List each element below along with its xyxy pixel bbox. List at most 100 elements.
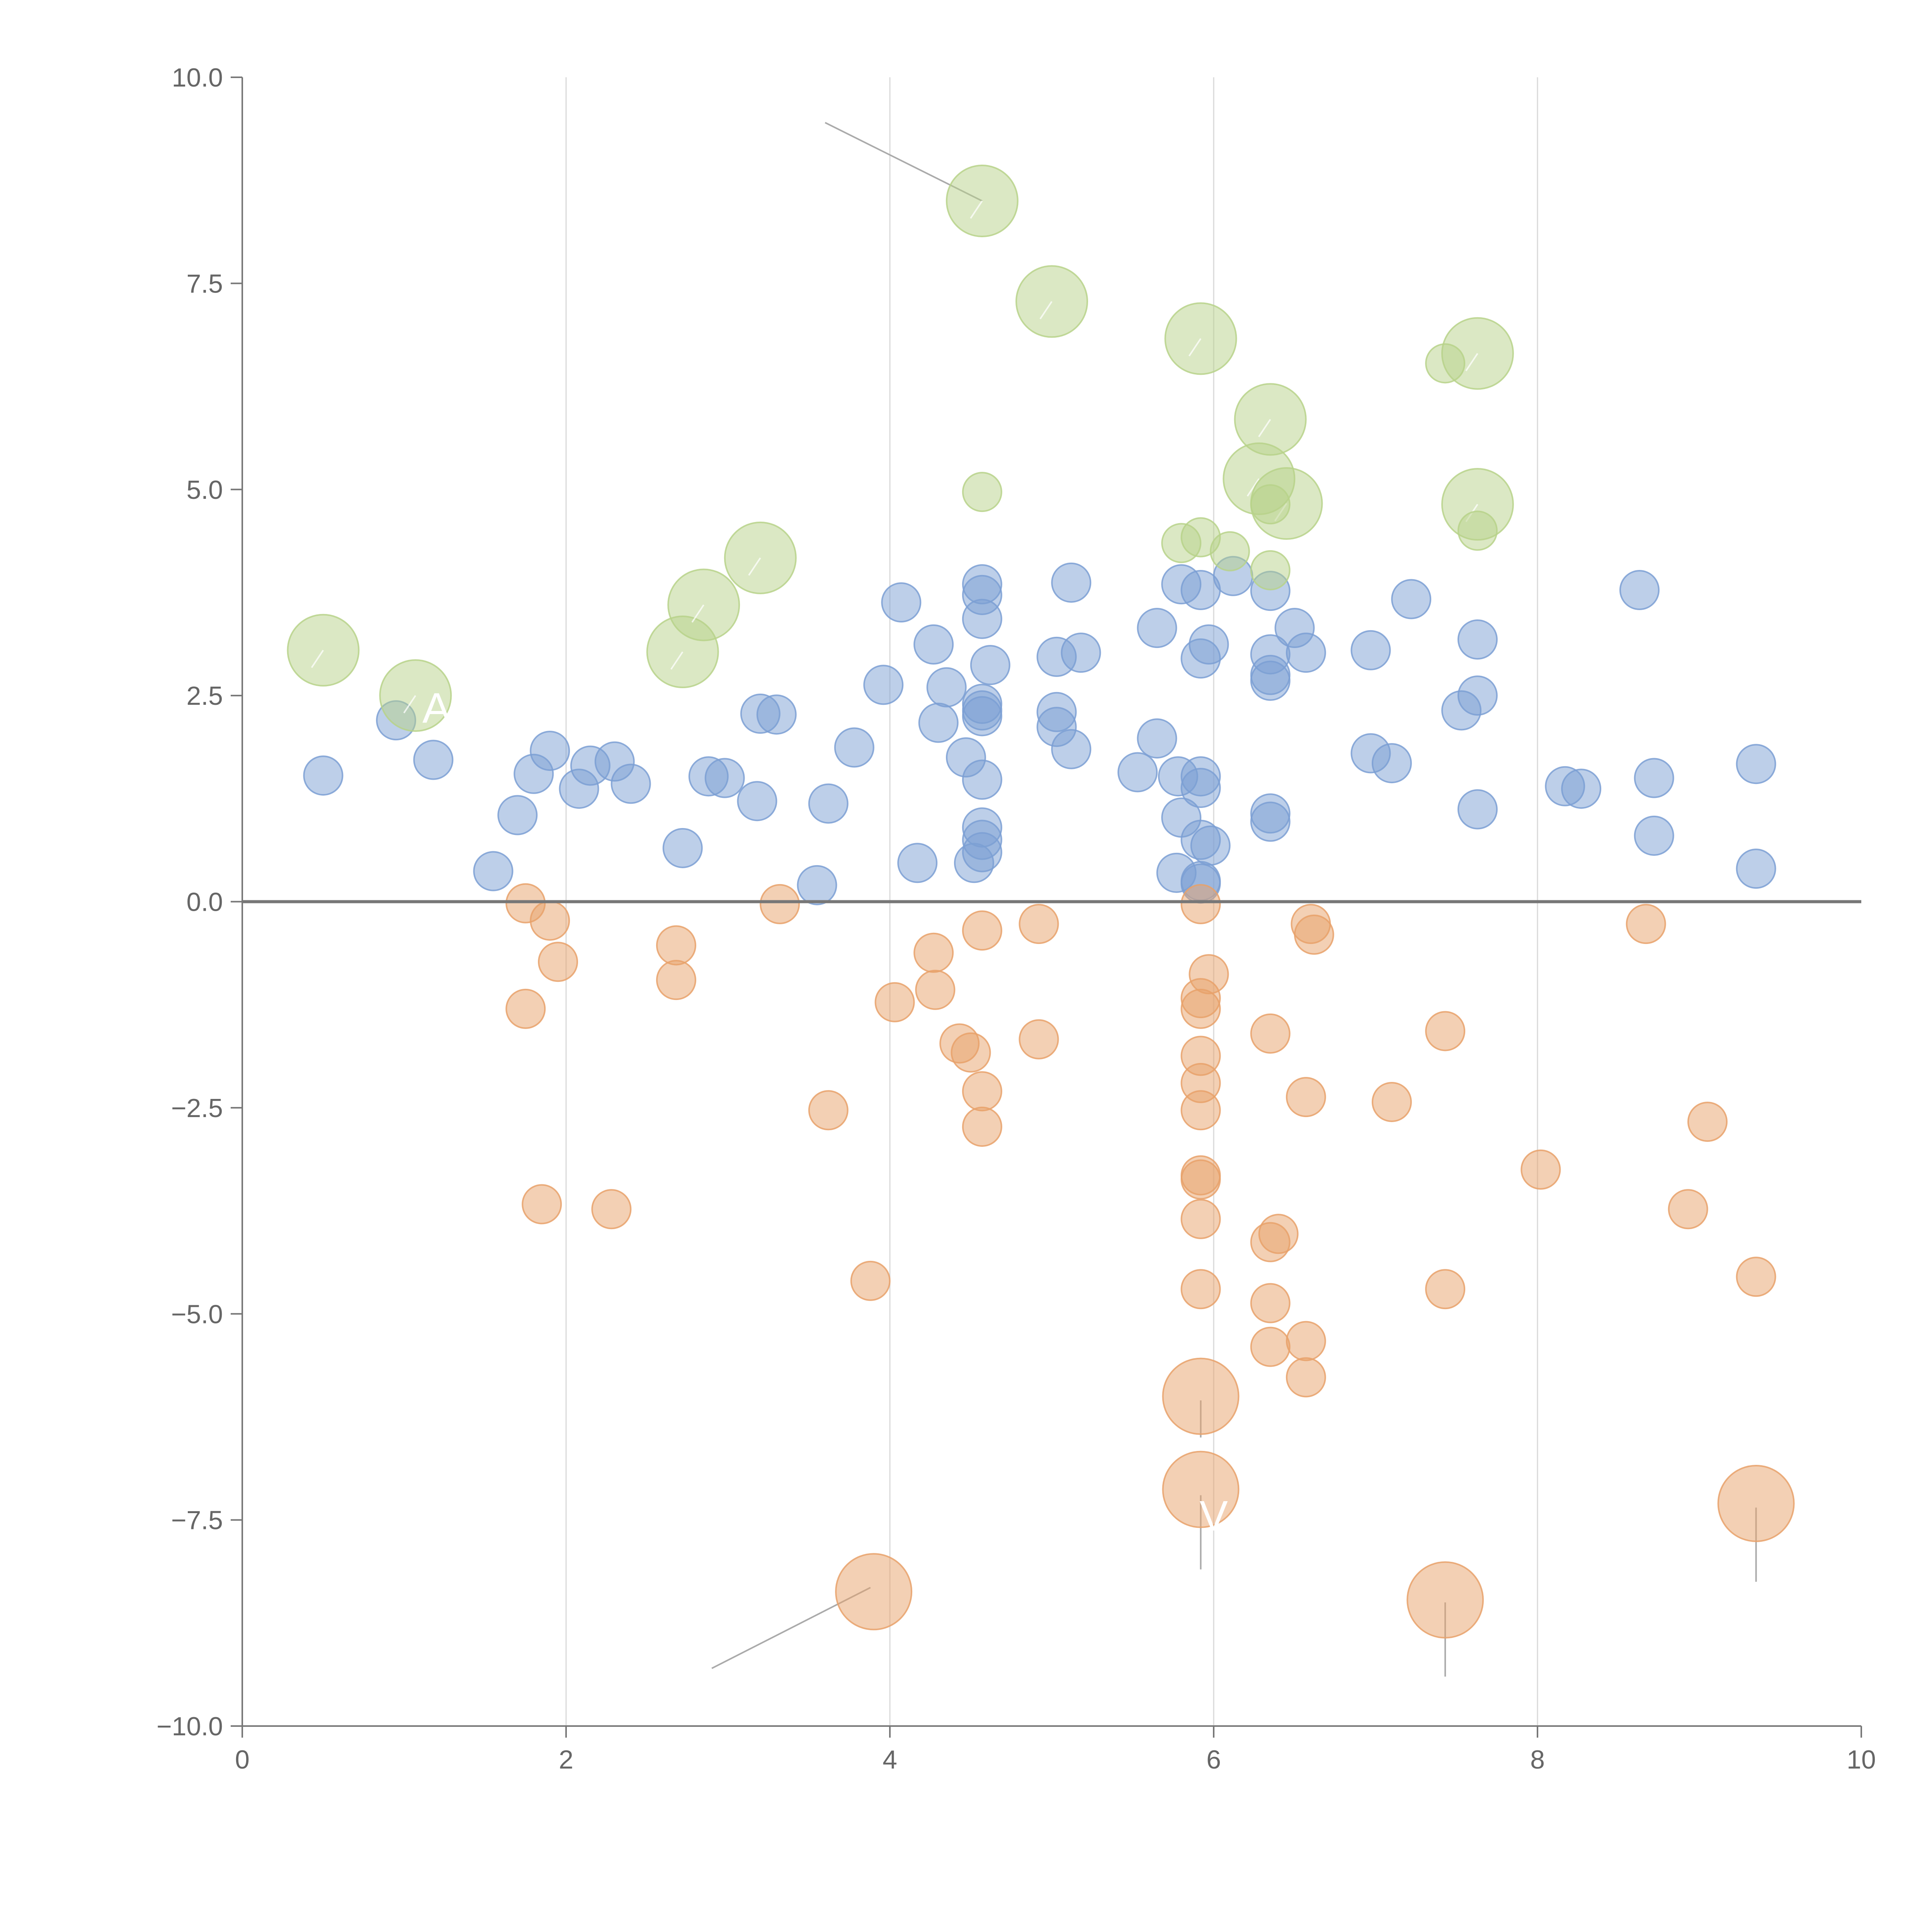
label-layer: 10.0 7.5 5.0 2.5 0.0 −2.5 −5.0 −7.5 −10.0 0 2 4 6 8 10… [156, 63, 1876, 1774]
data-point-positive [1189, 624, 1229, 665]
data-point-negative [1180, 1159, 1221, 1200]
data-point-negative [1180, 884, 1221, 924]
data-point-negative [1180, 988, 1221, 1029]
data-point-negative [962, 910, 1002, 951]
data-point-negative [1180, 1269, 1221, 1310]
data-point-large-negative [1406, 1561, 1484, 1639]
data-point-positive [497, 795, 538, 835]
y-tick-label: 5.0 [186, 475, 223, 505]
data-point-positive [808, 783, 849, 824]
data-point-large-negative [1162, 1357, 1240, 1435]
data-point-positive [662, 828, 703, 868]
data-point-negative [850, 1260, 891, 1301]
data-point-positive [962, 599, 1002, 639]
y-tick-label: 0.0 [186, 888, 223, 917]
data-point-positive [737, 781, 777, 821]
data-point-negative [522, 1184, 562, 1225]
data-point-large-negative [1717, 1464, 1795, 1542]
data-point-positive [1350, 630, 1391, 670]
data-point-negative [1286, 1321, 1326, 1361]
data-point-negative [874, 982, 915, 1022]
y-tick-label: −10.0 [156, 1712, 223, 1741]
data-point-positive [1457, 789, 1498, 830]
data-point-positive [926, 667, 967, 707]
y-tick-label: 7.5 [186, 269, 223, 298]
data-point-large-negative [835, 1553, 913, 1631]
data-point-positive [1457, 619, 1498, 660]
data-point-positive [756, 694, 797, 735]
data-point-positive [1117, 752, 1158, 793]
annotation-label: V [1199, 1492, 1228, 1540]
bubble-highlight [1258, 419, 1271, 437]
y-tick-label: 10.0 [172, 63, 223, 92]
data-point-positive [1634, 815, 1674, 856]
data-point-positive [962, 832, 1002, 872]
bubble-highlight [1247, 478, 1260, 497]
data-point-positive [1619, 570, 1660, 611]
data-point-negative [913, 932, 954, 973]
data-point-negative [808, 1090, 849, 1131]
data-point-positive [1137, 608, 1177, 648]
bubble-highlight [311, 650, 324, 668]
data-point-positive [1736, 849, 1776, 889]
data-point-positive [918, 702, 959, 743]
data-point-positive [1051, 729, 1092, 769]
data-point-positive [611, 764, 651, 804]
data-point-negative [538, 942, 578, 982]
data-point-positive [530, 731, 570, 771]
y-tick-label: −7.5 [171, 1506, 223, 1535]
x-tick-label: 8 [1530, 1745, 1545, 1774]
data-point-positive [473, 851, 514, 891]
data-point-negative [1520, 1149, 1561, 1190]
data-point-positive [1137, 718, 1177, 759]
data-point-large-positive [962, 472, 1002, 512]
leader-layer [711, 122, 1757, 1677]
data-point-positive [1286, 633, 1326, 673]
data-point-negative [591, 1189, 632, 1230]
data-point-positive [1061, 633, 1101, 673]
data-point-negative [1180, 1090, 1221, 1131]
bubble-highlight [691, 604, 704, 623]
data-point-negative [1250, 1013, 1291, 1054]
data-point-positive [1051, 562, 1092, 603]
data-point-negative [962, 1106, 1002, 1147]
data-point-large-positive [1209, 531, 1250, 571]
data-point-positive [834, 727, 874, 768]
data-point-positive [1371, 743, 1412, 784]
data-point-large-positive [1425, 343, 1466, 384]
y-tick-label: 2.5 [186, 681, 223, 711]
data-point-positive [1391, 579, 1432, 619]
data-point-positive [1250, 801, 1291, 842]
data-point-negative [962, 1071, 1002, 1112]
data-point-positive [704, 758, 745, 798]
data-point-positive [797, 865, 837, 905]
y-tick-label: −2.5 [171, 1094, 223, 1123]
data-point-negative [1668, 1189, 1708, 1230]
data-point-positive [1561, 769, 1602, 809]
bubble-highlight [403, 695, 416, 714]
x-tick-label: 4 [883, 1745, 897, 1774]
data-point-large-positive [1250, 550, 1291, 590]
data-point-negative [1180, 1199, 1221, 1239]
data-point-positive [970, 645, 1010, 685]
data-point-negative [1019, 1019, 1059, 1060]
data-point-positive [962, 696, 1002, 736]
data-point-negative [656, 960, 696, 1000]
data-point-negative [1019, 904, 1059, 944]
data-point-negative [1626, 904, 1666, 944]
x-tick-label: 0 [235, 1745, 250, 1774]
data-point-negative [1425, 1011, 1466, 1051]
data-point-positive [1457, 675, 1498, 716]
data-point-negative [1294, 914, 1334, 955]
bubble-highlight [748, 557, 761, 576]
data-point-positive [413, 740, 454, 780]
data-point-positive [1190, 825, 1231, 866]
data-point-large-positive [1250, 484, 1291, 525]
axis-layer [231, 77, 1862, 1738]
data-point-positive [1634, 758, 1674, 798]
data-point-positive [1180, 768, 1221, 808]
data-point-large-positive [1457, 510, 1498, 551]
annotation-label: A [422, 684, 451, 732]
